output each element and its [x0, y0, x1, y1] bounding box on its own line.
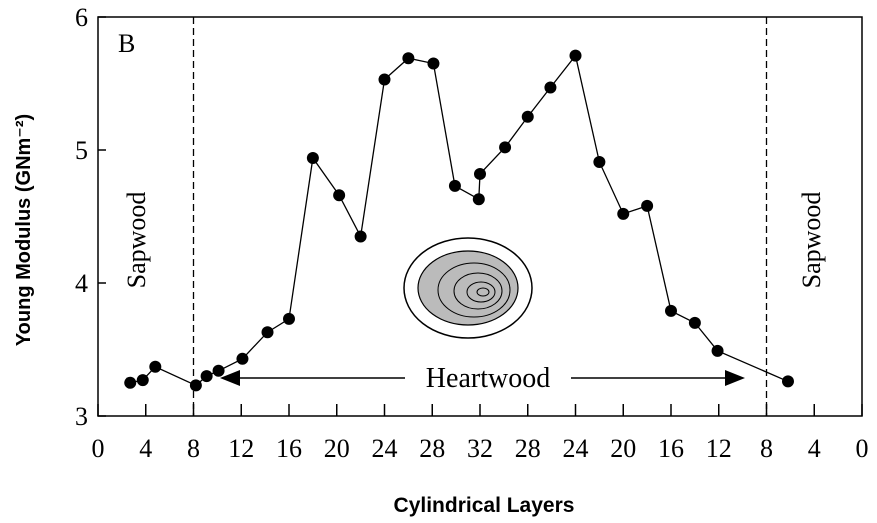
data-point — [283, 312, 295, 325]
data-point — [124, 376, 137, 389]
data-point — [189, 379, 202, 392]
data-point — [499, 141, 512, 154]
x-tick-label: 4 — [808, 434, 821, 463]
data-point — [781, 375, 794, 388]
heartwood-arrow — [220, 362, 745, 392]
x-tick-label: 16 — [658, 434, 684, 463]
x-tick-label: 28 — [515, 434, 541, 463]
data-point — [212, 364, 225, 377]
x-tick-label: 20 — [610, 434, 636, 463]
data-point — [569, 49, 582, 62]
data-point — [521, 110, 534, 123]
x-tick-label: 16 — [276, 434, 302, 463]
panel-label: B — [118, 29, 135, 58]
data-point — [136, 374, 149, 387]
x-tick-label: 8 — [187, 434, 200, 463]
data-point — [593, 155, 606, 168]
x-axis-label: Cylindrical Layers — [394, 494, 575, 517]
data-point — [236, 352, 249, 365]
data-point — [688, 316, 701, 329]
y-tick-label: 4 — [75, 269, 88, 298]
wood-icon — [403, 237, 533, 339]
x-tick-label: 20 — [324, 434, 350, 463]
y-tick-label: 5 — [75, 136, 88, 165]
data-point — [402, 52, 415, 65]
x-tick-label: 12 — [706, 434, 732, 463]
x-tick-label: 32 — [467, 434, 493, 463]
data-point — [448, 179, 461, 192]
x-tick-label: 28 — [419, 434, 445, 463]
data-point — [544, 81, 557, 94]
data-point — [427, 57, 440, 70]
x-tick-label: 24 — [563, 434, 589, 463]
data-point — [261, 326, 274, 339]
data-point — [306, 151, 319, 164]
x-tick-label: 0 — [92, 434, 105, 463]
data-point — [665, 304, 677, 317]
x-tick-label: 24 — [372, 434, 398, 463]
x-tick-label: 0 — [856, 434, 869, 463]
y-axis-label: Young Modulus (GNm⁻²) — [13, 114, 35, 346]
data-point — [641, 199, 654, 212]
y-tick-label: 6 — [75, 3, 88, 32]
data-point — [711, 344, 724, 357]
plot-frame — [97, 16, 863, 417]
data-point — [617, 207, 630, 220]
data-point — [149, 360, 162, 373]
annotation: Sapwood — [122, 192, 151, 289]
data-point — [354, 230, 367, 243]
data-point — [378, 73, 391, 86]
x-tick-label: 8 — [760, 434, 773, 463]
annotation: Sapwood — [797, 192, 826, 289]
x-tick-label: 12 — [228, 434, 254, 463]
data-point — [333, 189, 346, 202]
y-tick-label: 3 — [75, 402, 88, 431]
x-tick-label: 4 — [139, 434, 152, 463]
data-point — [200, 370, 213, 383]
data-point — [474, 167, 486, 180]
annotation: Heartwood — [426, 363, 550, 394]
data-point — [472, 193, 485, 206]
